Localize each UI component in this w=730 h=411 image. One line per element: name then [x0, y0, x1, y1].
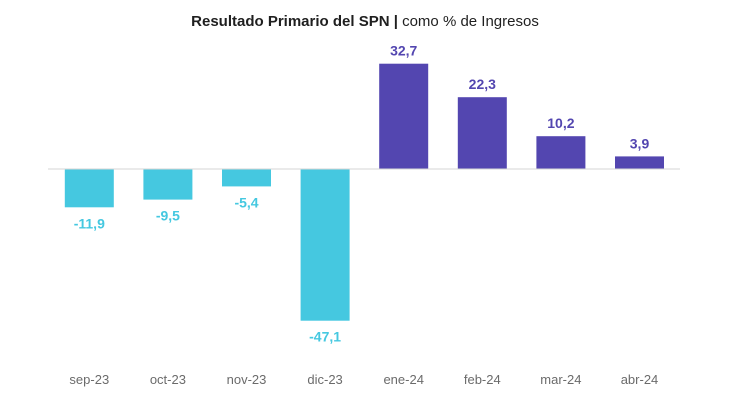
x-tick-feb-24: feb-24: [464, 372, 501, 387]
x-tick-ene-24: ene-24: [383, 372, 423, 387]
bar-ene-24: [379, 63, 429, 170]
bar-sep-23: [64, 169, 114, 208]
bar-mar-24: [536, 136, 586, 169]
value-label-mar-24: 10,2: [547, 115, 574, 131]
chart-title-main: Resultado Primario del SPN: [191, 13, 390, 30]
bar-dic-23: [300, 169, 350, 321]
value-label-abr-24: 3,9: [630, 135, 650, 151]
value-label-nov-23: -5,4: [234, 194, 258, 210]
value-label-ene-24: 32,7: [390, 43, 417, 59]
x-tick-nov-23: nov-23: [227, 372, 267, 387]
bar-oct-23: [143, 169, 193, 200]
bar-feb-24: [457, 97, 507, 169]
x-tick-sep-23: sep-23: [69, 372, 109, 387]
chart-title: Resultado Primario del SPN | como % de I…: [0, 13, 730, 30]
value-label-feb-24: 22,3: [469, 76, 496, 92]
chart-title-separator: |: [393, 13, 398, 30]
x-tick-abr-24: abr-24: [621, 372, 659, 387]
x-tick-oct-23: oct-23: [150, 372, 186, 387]
chart-subtitle: como % de Ingresos: [402, 13, 539, 30]
x-tick-dic-23: dic-23: [307, 372, 342, 387]
bar-nov-23: [222, 169, 271, 187]
value-label-dic-23: -47,1: [309, 329, 341, 345]
x-tick-mar-24: mar-24: [540, 372, 581, 387]
bar-abr-24: [615, 156, 664, 169]
value-label-oct-23: -9,5: [156, 208, 180, 224]
value-label-sep-23: -11,9: [74, 215, 105, 231]
